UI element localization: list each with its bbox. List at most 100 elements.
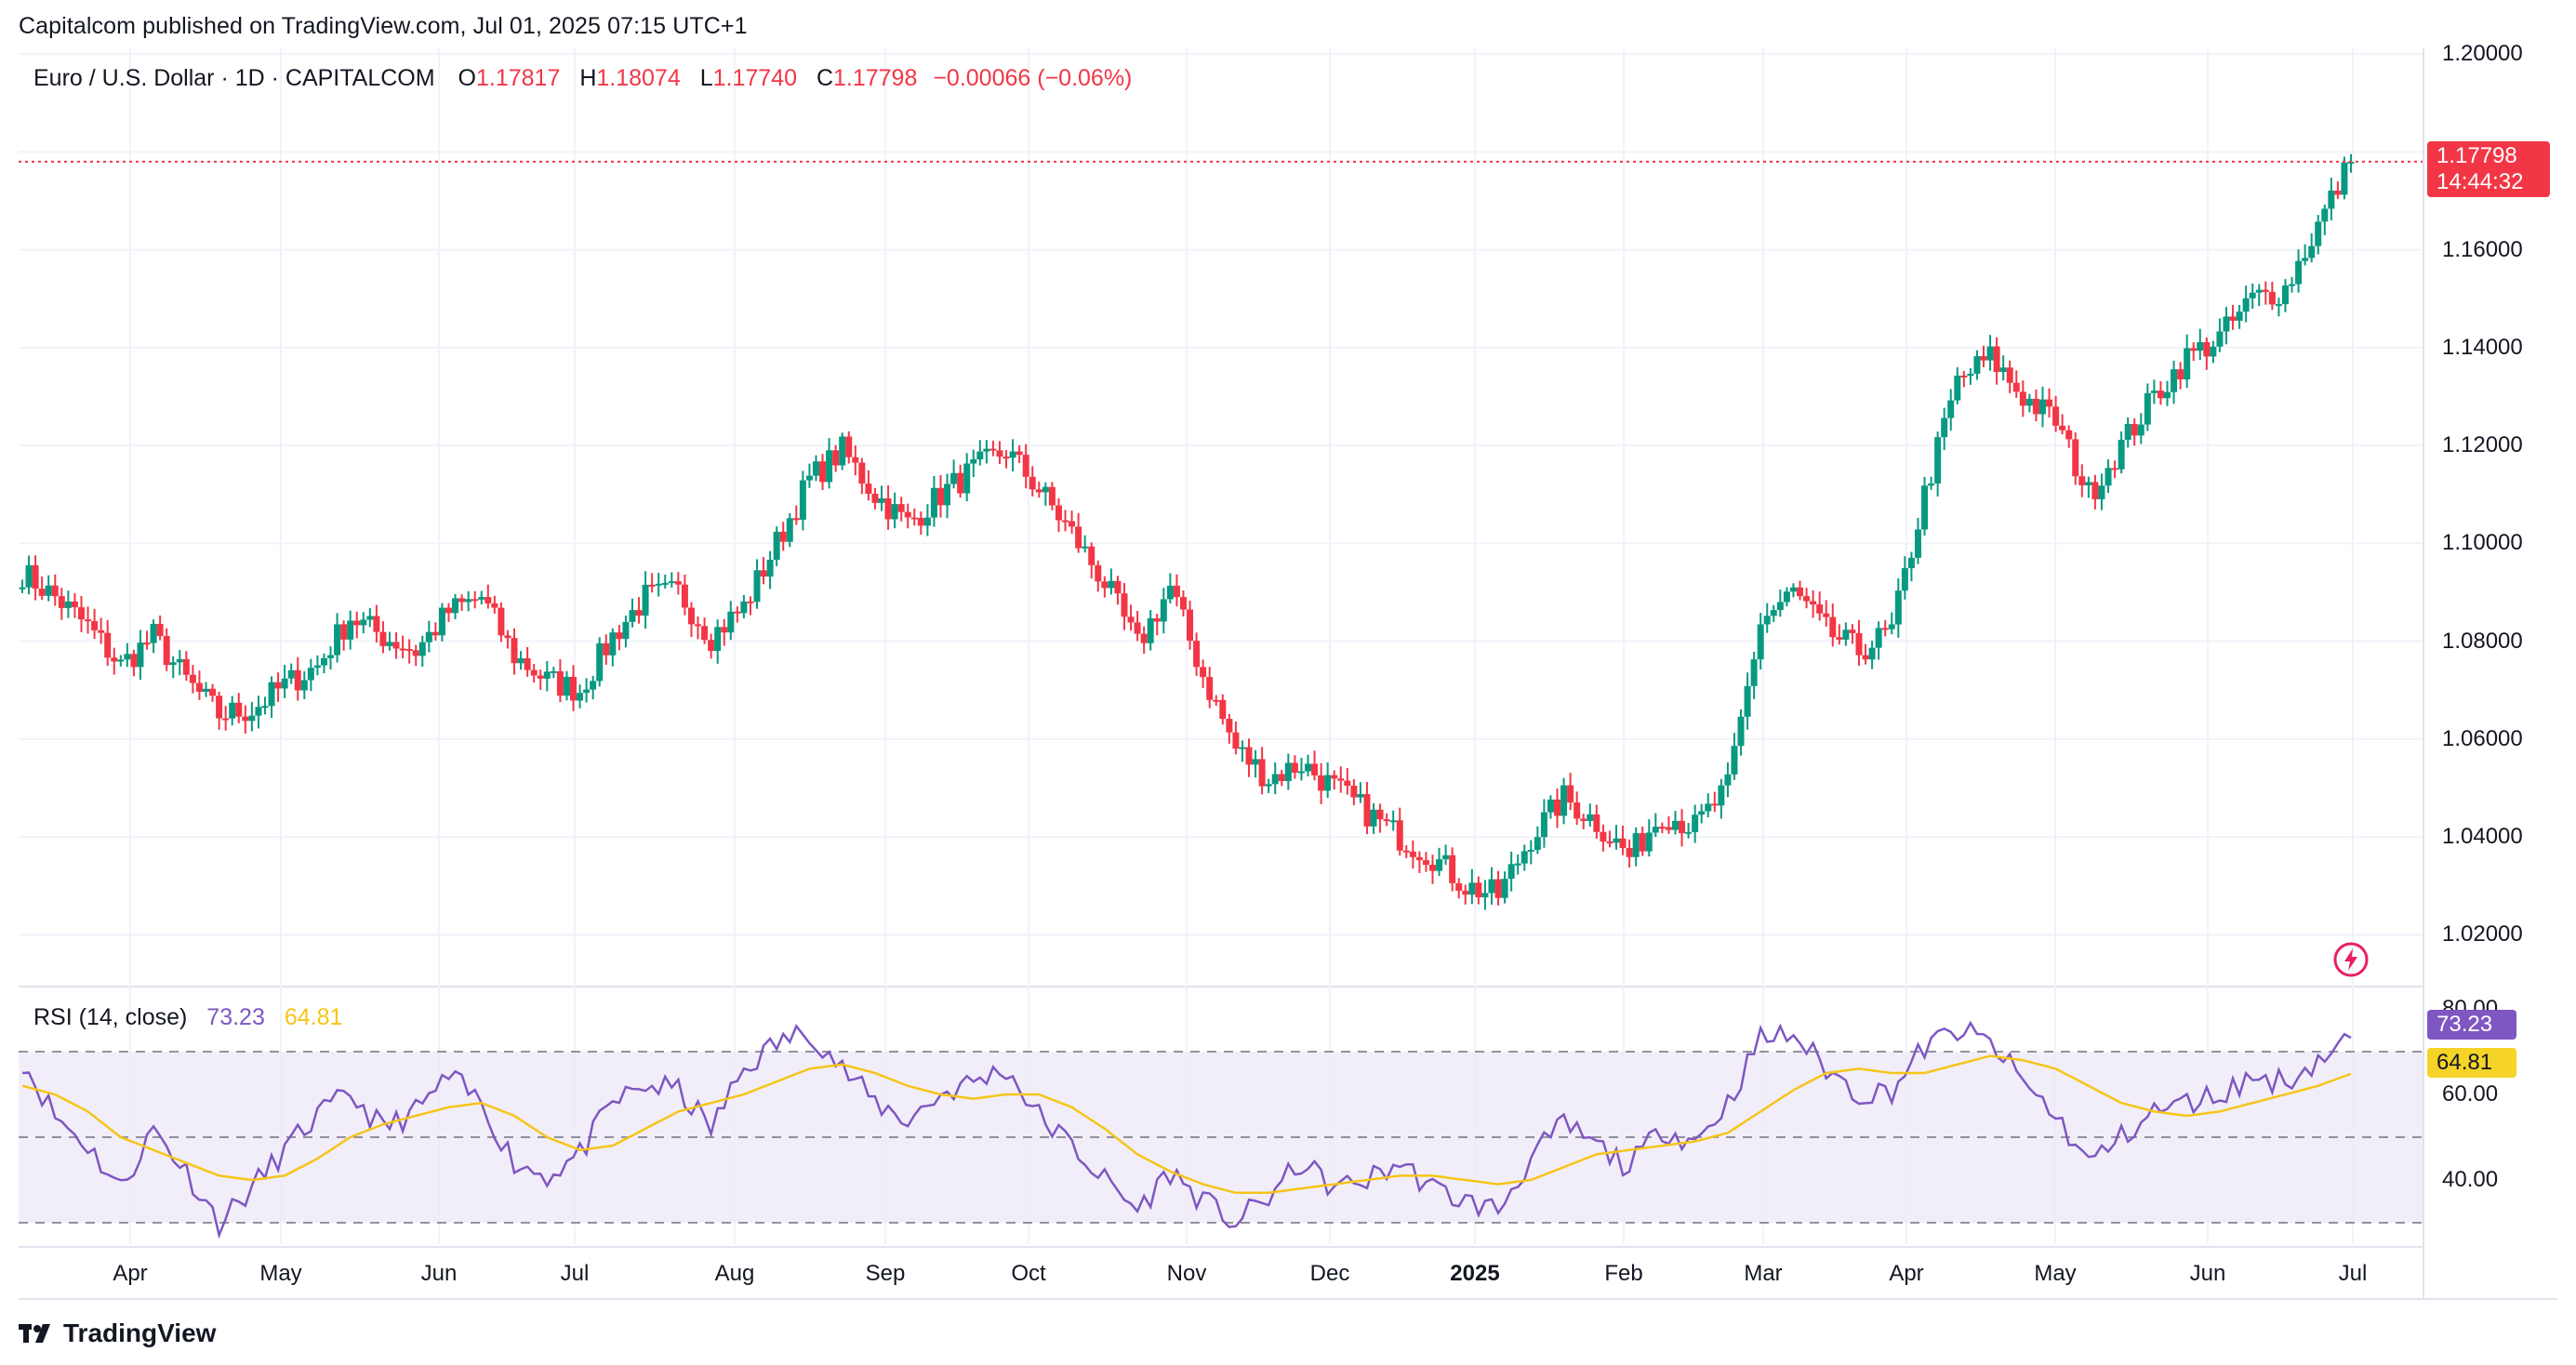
candle-body [1679, 820, 1686, 834]
candle-body [1022, 455, 1029, 477]
pane-separator[interactable] [19, 986, 2423, 987]
candle [884, 484, 892, 530]
candle-body [1842, 629, 1850, 640]
candle [1855, 619, 1863, 666]
candle-body [799, 480, 806, 520]
candle [1363, 781, 1371, 835]
candle-body [1770, 610, 1777, 616]
candle-body [1757, 624, 1764, 660]
candle-body [1881, 628, 1889, 630]
candle-body [1035, 489, 1042, 493]
candle-body [432, 631, 439, 636]
candle [1173, 574, 1180, 607]
candle-body [1003, 457, 1010, 459]
candle-body [1645, 832, 1653, 852]
candle-body [287, 669, 295, 679]
candle-body [2197, 341, 2204, 351]
candle [432, 622, 439, 641]
candle [839, 432, 846, 470]
candle-body [648, 584, 656, 587]
candle [1226, 713, 1233, 744]
candle-body [556, 670, 564, 696]
candle [2236, 305, 2243, 329]
candle-body [543, 671, 551, 679]
candle-body [1357, 794, 1364, 798]
candle-body [1271, 774, 1279, 785]
candle-body [1999, 367, 2007, 372]
candle [583, 678, 591, 703]
rsi-title[interactable]: RSI (14, close) [33, 1004, 188, 1030]
candle-body [1836, 637, 1843, 640]
candle-body [2302, 258, 2309, 261]
candle-body [1291, 762, 1298, 773]
candle-body [904, 511, 911, 518]
candle [452, 593, 459, 619]
candle [1035, 482, 1042, 498]
candle [366, 607, 374, 628]
candle-body [1632, 833, 1640, 857]
candle-body [1619, 838, 1627, 849]
candle [137, 629, 144, 681]
candle [590, 675, 597, 700]
candle [1187, 600, 1194, 650]
candle-body [1914, 529, 1921, 558]
candle [1166, 573, 1174, 603]
candle-body [1789, 587, 1797, 592]
candle [2105, 459, 2112, 494]
candle-body [222, 718, 230, 721]
candle-body [957, 472, 964, 494]
candle-body [1960, 375, 1968, 378]
candle [1705, 793, 1712, 817]
candle [1580, 814, 1587, 829]
tradingview-logo[interactable]: TradingView [19, 1319, 216, 1348]
candle-body [1344, 780, 1351, 787]
candle [917, 511, 924, 535]
candle [1245, 738, 1253, 777]
candle-body [511, 638, 518, 664]
candle-body [182, 658, 190, 675]
candle [1685, 822, 1693, 839]
candle [1894, 578, 1902, 638]
candle-body [98, 629, 105, 633]
candle-body [1462, 890, 1469, 895]
candle [2308, 232, 2316, 263]
candle [91, 608, 99, 640]
candle [786, 512, 793, 548]
candle [478, 590, 485, 605]
candle [1823, 600, 1830, 628]
candle-body [537, 675, 544, 679]
candle [655, 573, 662, 597]
candle-body [1455, 882, 1463, 891]
candle-body [674, 581, 682, 585]
candle [1318, 762, 1325, 804]
candle-body [1494, 879, 1502, 898]
candle-body [1501, 879, 1508, 898]
symbol-name[interactable]: Euro / U.S. Dollar · 1D · CAPITALCOM [33, 65, 435, 91]
candle [897, 497, 905, 522]
candle [635, 597, 643, 624]
candle [1810, 590, 1817, 618]
candle [1284, 753, 1292, 790]
candle [714, 619, 722, 664]
candle-body [1069, 521, 1076, 527]
candle-body [1206, 677, 1214, 700]
candle [281, 665, 288, 698]
candle [1973, 350, 1981, 380]
candle-body [85, 619, 92, 622]
candle [1252, 749, 1259, 778]
candle-body [1671, 820, 1679, 830]
candle-body [858, 462, 866, 484]
candle [2321, 205, 2329, 235]
candle [485, 584, 492, 609]
candle [622, 616, 630, 648]
candle-body [1219, 699, 1227, 720]
lightning-icon[interactable] [2332, 941, 2370, 978]
candle [556, 659, 564, 703]
candle-body [2334, 190, 2342, 195]
candle-body [773, 531, 780, 560]
candle-body [1685, 831, 1693, 834]
candle-body [1593, 814, 1600, 832]
time-tick-label: Jun [2189, 1261, 2226, 1286]
candle [1652, 813, 1659, 837]
